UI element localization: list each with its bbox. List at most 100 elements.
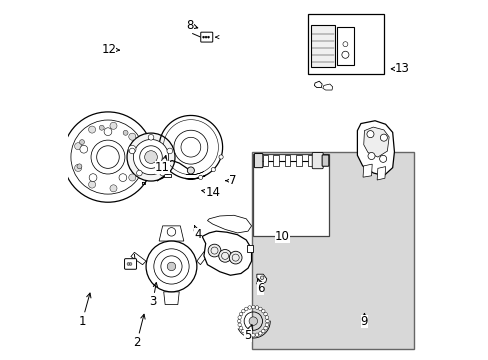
- Text: 9: 9: [360, 314, 367, 328]
- Circle shape: [255, 306, 258, 309]
- FancyBboxPatch shape: [312, 153, 323, 169]
- Text: 8: 8: [186, 19, 197, 32]
- Polygon shape: [376, 167, 385, 180]
- Circle shape: [260, 276, 264, 279]
- FancyBboxPatch shape: [322, 155, 328, 166]
- Circle shape: [129, 262, 132, 265]
- Text: 2: 2: [133, 314, 145, 349]
- FancyBboxPatch shape: [124, 259, 136, 269]
- Circle shape: [261, 309, 264, 313]
- Circle shape: [123, 130, 128, 135]
- Text: 13: 13: [390, 62, 409, 75]
- Circle shape: [127, 262, 130, 265]
- Circle shape: [187, 167, 194, 174]
- Circle shape: [99, 125, 104, 130]
- Bar: [310, 26, 334, 67]
- Text: 3: 3: [149, 283, 157, 308]
- Polygon shape: [163, 292, 179, 305]
- Text: 6: 6: [256, 279, 264, 295]
- Polygon shape: [197, 248, 209, 265]
- Bar: [284, 155, 290, 166]
- Polygon shape: [363, 127, 388, 157]
- Circle shape: [80, 145, 87, 153]
- Circle shape: [238, 316, 241, 319]
- Text: 11: 11: [155, 156, 170, 174]
- Polygon shape: [159, 226, 183, 241]
- Bar: [307, 155, 313, 166]
- Polygon shape: [256, 274, 266, 282]
- Circle shape: [127, 133, 175, 181]
- Circle shape: [263, 327, 267, 330]
- Circle shape: [211, 167, 215, 172]
- Circle shape: [241, 329, 244, 333]
- Circle shape: [207, 36, 209, 38]
- Circle shape: [379, 155, 386, 162]
- Circle shape: [208, 244, 221, 257]
- Circle shape: [264, 316, 268, 319]
- Circle shape: [239, 312, 243, 316]
- Polygon shape: [314, 81, 322, 87]
- Circle shape: [198, 175, 203, 180]
- Circle shape: [148, 135, 154, 140]
- Text: 4: 4: [194, 225, 201, 241]
- Circle shape: [247, 306, 251, 309]
- Polygon shape: [322, 84, 332, 90]
- Circle shape: [255, 333, 258, 337]
- Circle shape: [239, 327, 243, 330]
- Circle shape: [80, 140, 84, 145]
- Text: 7: 7: [225, 174, 236, 187]
- Polygon shape: [202, 231, 251, 275]
- Circle shape: [167, 262, 175, 271]
- Circle shape: [75, 143, 81, 150]
- Bar: [253, 153, 328, 237]
- Circle shape: [136, 154, 143, 161]
- Circle shape: [77, 164, 82, 169]
- Circle shape: [229, 251, 242, 264]
- Polygon shape: [247, 245, 253, 252]
- Circle shape: [380, 134, 386, 141]
- Circle shape: [166, 148, 172, 154]
- Text: 14: 14: [202, 186, 220, 199]
- Polygon shape: [131, 252, 146, 265]
- Bar: [273, 155, 279, 166]
- Circle shape: [261, 329, 264, 333]
- Circle shape: [174, 130, 207, 164]
- Circle shape: [251, 333, 255, 337]
- Bar: [336, 27, 353, 66]
- Circle shape: [88, 181, 96, 188]
- Circle shape: [248, 317, 257, 325]
- Bar: [164, 174, 171, 177]
- Circle shape: [265, 319, 269, 323]
- Circle shape: [247, 333, 251, 337]
- Circle shape: [91, 140, 124, 174]
- Circle shape: [204, 36, 207, 38]
- Circle shape: [144, 151, 157, 163]
- Bar: [263, 155, 268, 166]
- Bar: [296, 155, 302, 166]
- Polygon shape: [207, 215, 251, 233]
- Circle shape: [264, 323, 268, 327]
- Circle shape: [119, 174, 126, 181]
- Circle shape: [244, 307, 247, 311]
- Circle shape: [219, 155, 223, 159]
- Circle shape: [110, 122, 117, 129]
- Circle shape: [241, 309, 244, 313]
- Circle shape: [104, 128, 112, 136]
- Polygon shape: [357, 121, 394, 176]
- Polygon shape: [362, 164, 371, 177]
- Circle shape: [238, 323, 241, 327]
- Circle shape: [218, 249, 231, 262]
- Circle shape: [89, 174, 97, 181]
- Text: 12: 12: [101, 43, 119, 56]
- Circle shape: [133, 139, 168, 175]
- Circle shape: [75, 165, 81, 171]
- Text: 10: 10: [274, 230, 289, 243]
- FancyBboxPatch shape: [201, 32, 212, 42]
- Circle shape: [128, 174, 136, 181]
- Circle shape: [202, 36, 204, 38]
- Circle shape: [237, 319, 241, 323]
- Bar: [251, 152, 413, 349]
- Text: 1: 1: [78, 293, 91, 328]
- Circle shape: [263, 312, 267, 316]
- Circle shape: [366, 131, 373, 138]
